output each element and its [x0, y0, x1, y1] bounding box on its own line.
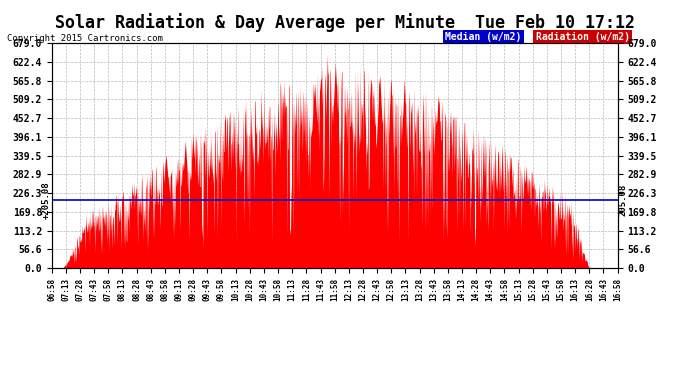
Text: +205.08: +205.08 [42, 182, 51, 219]
Text: Median (w/m2): Median (w/m2) [445, 32, 522, 42]
Text: Solar Radiation & Day Average per Minute  Tue Feb 10 17:12: Solar Radiation & Day Average per Minute… [55, 13, 635, 32]
Text: Radiation (w/m2): Radiation (w/m2) [535, 32, 629, 42]
Text: 205.08: 205.08 [618, 184, 627, 216]
Text: Copyright 2015 Cartronics.com: Copyright 2015 Cartronics.com [7, 34, 163, 43]
